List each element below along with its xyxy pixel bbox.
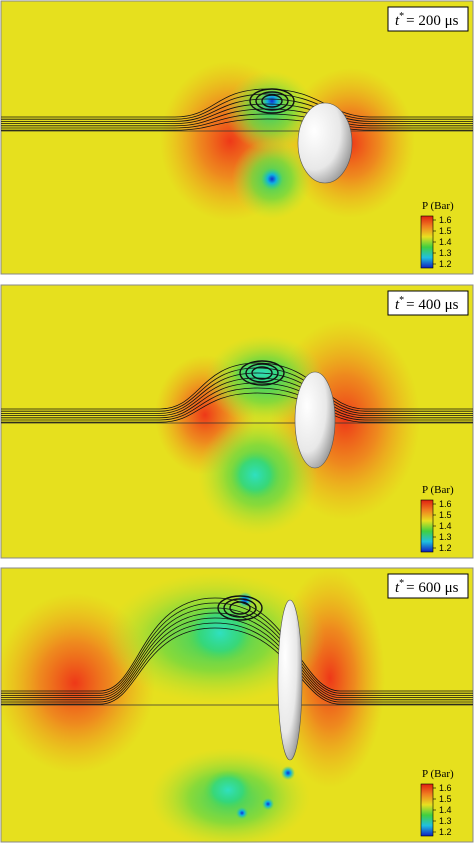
vortex-streamline	[261, 94, 283, 108]
colorbar-tick-label: 1.2	[439, 543, 452, 553]
colorbar-tick-label: 1.4	[439, 237, 452, 247]
pressure-region	[262, 798, 274, 810]
colorbar-title: P (Bar)	[422, 200, 454, 212]
panel: t* = 600 μs P (Bar) 1.61.51.41.31.2	[0, 567, 474, 843]
label-symbol: t	[395, 580, 400, 596]
pressure-region	[236, 807, 248, 819]
streamline	[1, 627, 473, 705]
streamline	[1, 607, 473, 696]
streamline	[1, 387, 473, 421]
label-superscript: *	[399, 578, 404, 589]
bubble	[294, 371, 336, 469]
colorbar-scale	[420, 499, 434, 553]
vortex-streamline	[217, 595, 263, 621]
colorbar-tick-label: 1.4	[439, 805, 452, 815]
label-superscript: *	[399, 295, 404, 306]
streamline	[1, 392, 473, 423]
colorbar: P (Bar) 1.61.51.41.31.2	[420, 200, 454, 269]
streamline	[1, 362, 473, 410]
colorbar-title: P (Bar)	[422, 768, 454, 780]
vortex-streamline	[251, 366, 273, 380]
pressure-region	[281, 766, 295, 780]
colorbar-scale	[420, 215, 434, 269]
label-box	[387, 290, 469, 316]
vortex-streamline	[245, 363, 279, 383]
panel: t* = 400 μs P (Bar) 1.61.51.41.31.2	[0, 284, 474, 559]
streamline	[1, 372, 473, 414]
streamline	[1, 617, 473, 701]
label-value: = 200 μs	[406, 13, 459, 29]
pressure-region	[261, 168, 283, 190]
colorbar-tick-label: 1.5	[439, 510, 452, 520]
colorbar-tick-label: 1.6	[439, 783, 452, 793]
label-value: = 400 μs	[406, 297, 459, 313]
streamline	[1, 622, 473, 703]
bubble	[297, 102, 353, 184]
colorbar-tick-label: 1.6	[439, 499, 452, 509]
label-value: = 600 μs	[406, 580, 459, 596]
label-text: t* = 400 μs	[395, 295, 459, 313]
vortex-streamline	[239, 360, 285, 386]
colorbar-tick-label: 1.3	[439, 816, 452, 826]
pressure-region	[203, 770, 253, 810]
time-label: t* = 200 μs	[387, 6, 469, 32]
label-symbol: t	[395, 13, 400, 29]
pressure-region	[185, 603, 255, 663]
colorbar-tick-label: 1.5	[439, 794, 452, 804]
streamline	[1, 597, 473, 692]
pressure-region	[230, 450, 280, 500]
colorbar: P (Bar) 1.61.51.41.31.2	[420, 484, 454, 553]
streamline	[1, 382, 473, 419]
label-text: t* = 200 μs	[395, 11, 459, 29]
colorbar-tick-label: 1.6	[439, 215, 452, 225]
colorbar-tick-label: 1.4	[439, 521, 452, 531]
colorbar-tick-label: 1.2	[439, 827, 452, 837]
colorbar-tick-label: 1.2	[439, 259, 452, 269]
streamline	[1, 612, 473, 698]
bubble	[277, 599, 303, 761]
vortex-streamline	[249, 88, 295, 114]
vortex-streamline	[223, 598, 257, 618]
colorbar-tick-label: 1.3	[439, 532, 452, 542]
label-superscript: *	[399, 11, 404, 22]
colorbar-tick-label: 1.5	[439, 226, 452, 236]
colorbar-scale	[420, 783, 434, 837]
colorbar-title: P (Bar)	[422, 484, 454, 496]
label-box	[387, 6, 469, 32]
pressure-region	[260, 89, 284, 113]
streamline	[1, 93, 473, 120]
panel: t* = 200 μs P (Bar) 1.61.51.41.31.2	[0, 0, 474, 275]
label-symbol: t	[395, 297, 400, 313]
time-label: t* = 400 μs	[387, 290, 469, 316]
label-box	[387, 573, 469, 599]
colorbar-tick-label: 1.3	[439, 248, 452, 258]
vortex-streamline	[255, 91, 289, 111]
vortex-streamline	[229, 601, 251, 615]
colorbar: P (Bar) 1.61.51.41.31.2	[420, 768, 454, 837]
label-text: t* = 600 μs	[395, 578, 459, 596]
time-label: t* = 600 μs	[387, 573, 469, 599]
streamline	[1, 602, 473, 694]
